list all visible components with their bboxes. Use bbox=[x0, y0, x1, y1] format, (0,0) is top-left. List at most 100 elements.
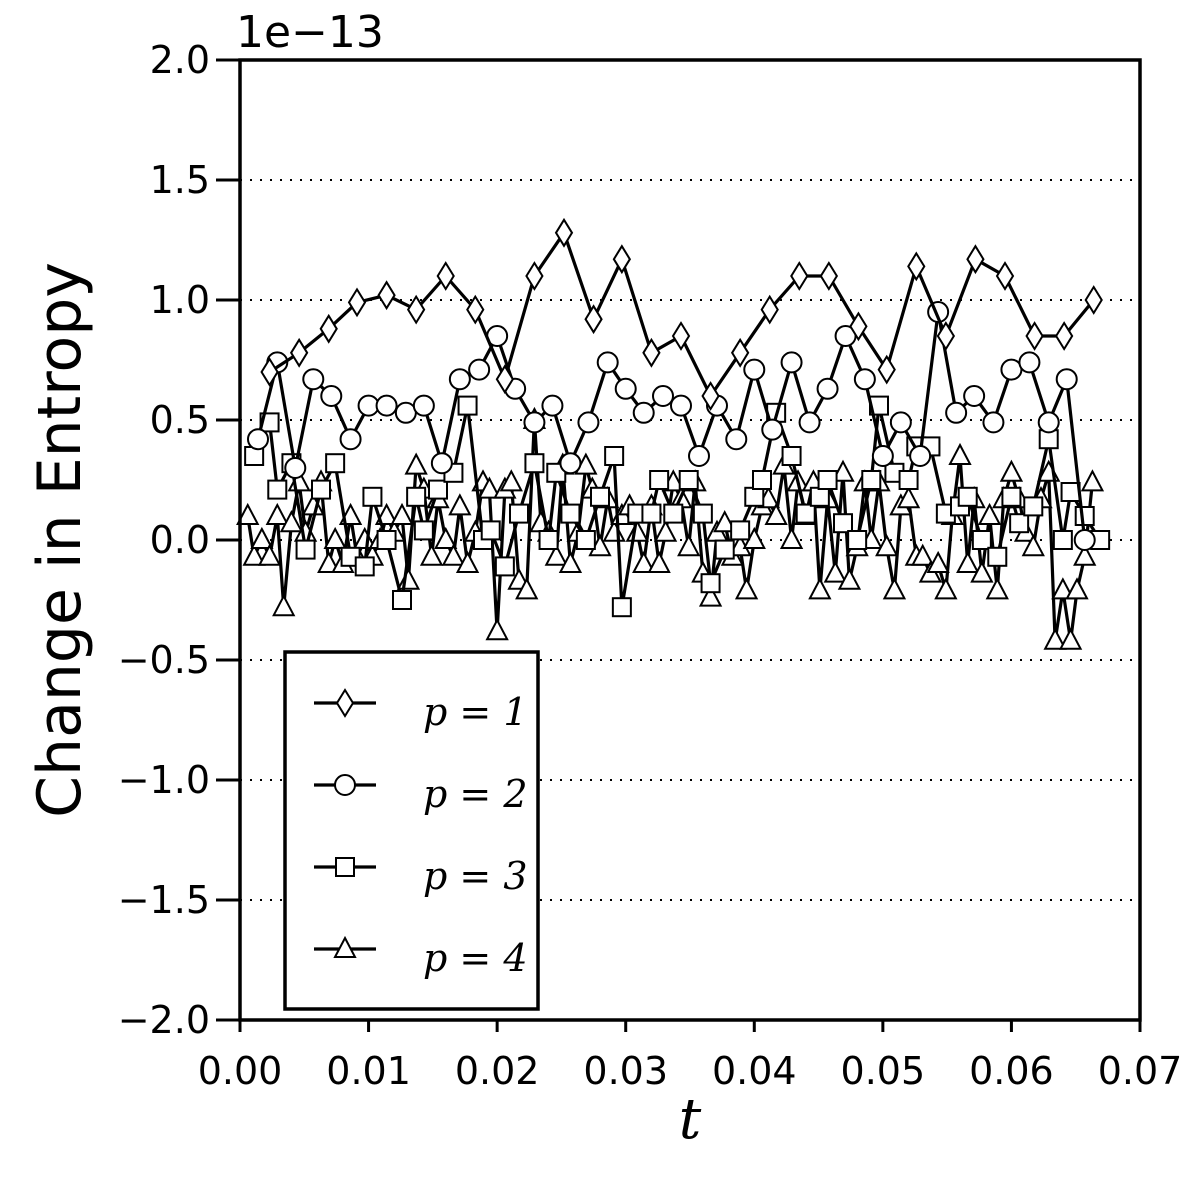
triangle-point-p4-21 bbox=[390, 502, 414, 525]
diamond-point-p1-19 bbox=[819, 261, 839, 291]
triangle-point-p4-68 bbox=[734, 577, 759, 600]
square-point-p3-50 bbox=[898, 470, 919, 490]
x-tick-label-6: 0.06 bbox=[969, 1049, 1054, 1093]
triangle-point-p4-110 bbox=[1043, 627, 1067, 650]
triangle-point-p4-44 bbox=[558, 550, 583, 573]
triangle-point-p4-30 bbox=[455, 550, 480, 573]
square-point-p3-34 bbox=[692, 503, 713, 524]
triangle-point-p4-12 bbox=[323, 526, 347, 549]
circle-point-p2-26 bbox=[725, 428, 748, 451]
square-point-p3-62 bbox=[1052, 530, 1073, 550]
circle-point-p2-28 bbox=[761, 418, 784, 441]
x-axis-label: t bbox=[679, 1087, 702, 1152]
triangle-point-p4-82 bbox=[837, 567, 862, 590]
triangle-point-p4-65 bbox=[713, 510, 737, 533]
square-point-p3-5 bbox=[311, 479, 331, 500]
diamond-point-p1-3 bbox=[347, 287, 367, 318]
square-point-p3-41 bbox=[781, 446, 802, 466]
triangle-point-p4-42 bbox=[544, 543, 568, 566]
circle-point-p2-36 bbox=[909, 445, 932, 467]
diamond-point-p1-12 bbox=[612, 244, 632, 275]
circle-point-p2-35 bbox=[889, 411, 912, 434]
square-point-p3-59 bbox=[1009, 513, 1030, 534]
triangle-point-p4-4 bbox=[265, 502, 289, 525]
triangle-point-p4-33 bbox=[477, 476, 502, 499]
square-point-p3-16 bbox=[457, 395, 478, 416]
circle-point-p2-20 bbox=[614, 377, 637, 400]
square-point-p3-64 bbox=[1074, 506, 1095, 526]
triangle-point-p4-88 bbox=[882, 577, 907, 600]
square-point-p3-13 bbox=[413, 520, 434, 541]
x-axis-ticks: 0.00 0.01 0.02 0.03 0.04 0.05 0.06 0.07 bbox=[198, 1020, 1182, 1093]
triangle-point-p4-78 bbox=[808, 577, 832, 600]
square-point-p3-47 bbox=[861, 470, 882, 490]
square-point-p3-58 bbox=[1001, 486, 1022, 507]
x-tick-label-3: 0.03 bbox=[583, 1049, 668, 1093]
circle-point-p2-24 bbox=[688, 445, 710, 467]
triangle-point-p4-5 bbox=[272, 594, 296, 617]
circle-point-p2-31 bbox=[816, 377, 839, 400]
square-point-p3-56 bbox=[971, 530, 992, 550]
y-tick-label-6: 1.0 bbox=[150, 278, 210, 322]
triangle-point-p4-94 bbox=[926, 550, 950, 573]
triangle-point-p4-38 bbox=[515, 577, 539, 600]
diamond-point-p1-20 bbox=[849, 311, 868, 342]
triangle-point-p4-19 bbox=[374, 502, 399, 525]
square-point-p3-9 bbox=[362, 486, 383, 507]
square-point-p3-63 bbox=[1060, 482, 1081, 502]
triangle-point-p4-6 bbox=[279, 510, 304, 533]
square-point-p3-6 bbox=[325, 453, 346, 474]
circle-point-p2-9 bbox=[412, 394, 435, 417]
square-point-p3-32 bbox=[663, 503, 684, 524]
diamond-point-p1-14 bbox=[671, 321, 691, 351]
square-point-p3-26 bbox=[590, 486, 610, 507]
y-tick-label-7: 1.5 bbox=[150, 158, 210, 202]
square-point-p3-38 bbox=[744, 486, 765, 507]
diamond-point-p1-26 bbox=[1025, 321, 1044, 351]
diamond-point-p1-10 bbox=[554, 217, 574, 248]
legend-label-2: p = 2 bbox=[423, 772, 528, 816]
square-point-p3-11 bbox=[392, 590, 412, 610]
circle-point-p2-7 bbox=[375, 394, 398, 417]
square-point-p3-43 bbox=[809, 486, 830, 507]
triangle-point-p4-1 bbox=[242, 543, 266, 566]
triangle-point-p4-23 bbox=[404, 452, 428, 475]
square-point-p3-1 bbox=[259, 412, 280, 433]
triangle-point-p4-72 bbox=[764, 502, 788, 525]
square-point-p3-31 bbox=[649, 470, 670, 490]
y-offset-label: 1e−13 bbox=[236, 7, 384, 58]
circle-point-p2-41 bbox=[1000, 358, 1023, 381]
diamond-point-p1-11 bbox=[584, 304, 603, 335]
square-point-p3-2 bbox=[267, 479, 288, 500]
circle-point-p2-19 bbox=[596, 351, 619, 374]
triangle-point-p4-29 bbox=[448, 493, 472, 516]
diamond-point-p1-24 bbox=[966, 244, 985, 275]
circle-point-p2-4 bbox=[320, 385, 343, 407]
triangle-point-p4-27 bbox=[434, 526, 458, 549]
triangle-point-p4-114 bbox=[1073, 543, 1097, 566]
diamond-point-p1-16 bbox=[730, 337, 750, 368]
circle-point-p2-3 bbox=[302, 368, 325, 391]
legend-label-3: p = 3 bbox=[423, 854, 528, 898]
square-point-p3-42 bbox=[795, 503, 816, 524]
square-point-p3-10 bbox=[376, 530, 397, 550]
diamond-point-p1-6 bbox=[436, 261, 455, 291]
triangle-point-p4-63 bbox=[698, 584, 723, 607]
diamond-point-p1-28 bbox=[1084, 285, 1103, 315]
triangle-point-p4-11 bbox=[317, 550, 341, 573]
diamond-point-p1-13 bbox=[642, 337, 661, 368]
x-tick-label-2: 0.02 bbox=[455, 1049, 540, 1093]
diamond-point-p1-21 bbox=[877, 354, 896, 385]
triangle-point-p4-80 bbox=[823, 560, 847, 583]
circle-point-p2-23 bbox=[670, 394, 692, 417]
diamond-point-p1-23 bbox=[936, 321, 956, 351]
triangle-point-p4-111 bbox=[1051, 577, 1075, 600]
diamond-point-p1-1 bbox=[289, 337, 309, 368]
triangle-point-p4-74 bbox=[779, 526, 804, 549]
legend-label-1: p = 1 bbox=[423, 690, 528, 734]
triangle-point-p4-115 bbox=[1080, 469, 1105, 492]
circle-point-p2-44 bbox=[1055, 368, 1078, 391]
diamond-point-p1-4 bbox=[377, 280, 396, 311]
y-axis-ticks: −2.0 −1.5 −1.0 −0.5 0.0 0.5 1.0 1.5 2.0 bbox=[118, 38, 240, 1042]
